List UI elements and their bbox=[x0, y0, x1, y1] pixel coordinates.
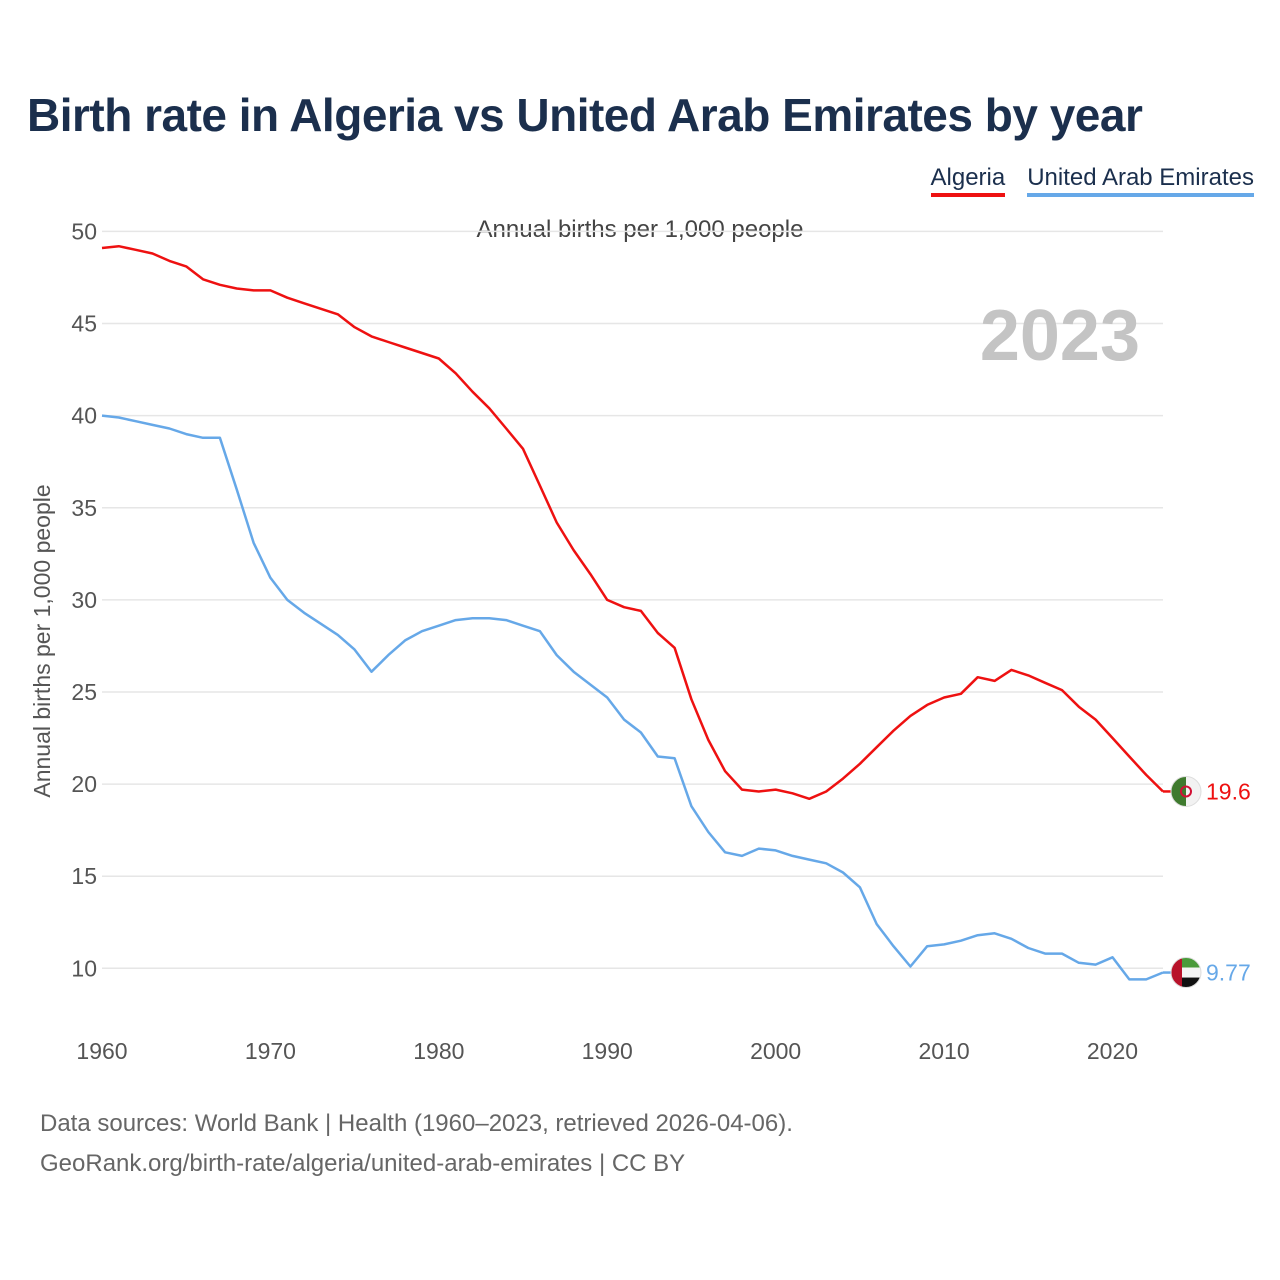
end-value-label-united-arab-emirates: 9.77 bbox=[1206, 960, 1251, 986]
flag-body bbox=[1171, 776, 1201, 807]
x-tick-label-2000: 2000 bbox=[750, 1038, 801, 1064]
axes: 10 15 20 25 30 35 40 45 50 1960 1970 1980 1990 2000 20… bbox=[71, 218, 1138, 1064]
x-tick-label-1990: 1990 bbox=[582, 1038, 633, 1064]
credit-link[interactable]: GeoRank.org/birth-rate/algeria/united-ar… bbox=[40, 1150, 686, 1177]
footer: Data sources: World Bank | Health (1960–… bbox=[40, 1104, 793, 1184]
end-markers: 19.6 9.77 bbox=[1163, 775, 1251, 989]
gridlines bbox=[102, 230, 1163, 970]
y-tick-label-45: 45 bbox=[71, 311, 97, 337]
year-watermark: 2023 bbox=[980, 296, 1140, 376]
series-line-united-arab-emirates bbox=[101, 414, 1164, 981]
legend: Algeria United Arab Emirates bbox=[930, 164, 1254, 197]
flag-body bbox=[1171, 957, 1201, 988]
x-tick-label-2010: 2010 bbox=[918, 1038, 969, 1064]
x-tick-label-1980: 1980 bbox=[413, 1038, 464, 1064]
flag-icon-algeria bbox=[1170, 775, 1202, 807]
x-tick-label-2020: 2020 bbox=[1087, 1038, 1138, 1064]
flag-white-half bbox=[1186, 776, 1201, 807]
flag-outline bbox=[1170, 957, 1202, 989]
end-value-label-algeria: 19.6 bbox=[1206, 778, 1251, 804]
y-tick-label-35: 35 bbox=[71, 495, 97, 521]
data-sources-text: Data sources: World Bank | Health (1960–… bbox=[40, 1110, 793, 1137]
y-tick-label-10: 10 bbox=[71, 955, 97, 981]
legend-item-uae[interactable]: United Arab Emirates bbox=[1027, 164, 1254, 197]
y-tick-label-30: 30 bbox=[71, 587, 97, 613]
y-tick-label-20: 20 bbox=[71, 771, 97, 797]
flag-green-half bbox=[1171, 776, 1186, 807]
flag-green-stripe bbox=[1171, 957, 1201, 968]
flag-white-stripe bbox=[1171, 967, 1201, 978]
x-tick-label-1960: 1960 bbox=[76, 1038, 127, 1064]
chart-subtitle: Annual births per 1,000 people bbox=[476, 216, 804, 243]
flag-outline bbox=[1170, 775, 1202, 807]
x-tick-label-1970: 1970 bbox=[245, 1038, 296, 1064]
legend-item-algeria[interactable]: Algeria bbox=[930, 164, 1006, 197]
series bbox=[101, 244, 1164, 981]
y-tick-label-50: 50 bbox=[71, 218, 97, 244]
y-tick-label-25: 25 bbox=[71, 679, 97, 705]
chart-title: Birth rate in Algeria vs United Arab Emi… bbox=[27, 89, 1143, 141]
series-line-algeria bbox=[101, 244, 1164, 801]
line-chart: 10 15 20 25 30 35 40 45 50 1960 1970 1980 1990 2000 20… bbox=[29, 218, 1251, 1064]
flag-black-stripe bbox=[1171, 977, 1201, 988]
flag-red-band bbox=[1171, 957, 1182, 988]
y-tick-label-40: 40 bbox=[71, 403, 97, 429]
y-tick-label-15: 15 bbox=[71, 863, 97, 889]
flag-icon-united-arab-emirates bbox=[1170, 957, 1202, 989]
y-axis-label: Annual births per 1,000 people bbox=[29, 484, 55, 797]
flag-crescent bbox=[1180, 785, 1192, 798]
